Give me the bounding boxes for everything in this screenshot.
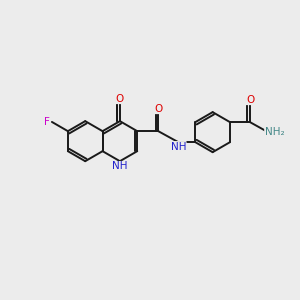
- Text: F: F: [44, 117, 50, 127]
- Text: O: O: [116, 94, 124, 103]
- Text: NH: NH: [112, 161, 128, 172]
- Text: O: O: [246, 94, 254, 105]
- Text: NH₂: NH₂: [265, 127, 284, 137]
- Text: O: O: [154, 103, 162, 114]
- Text: NH: NH: [170, 142, 186, 152]
